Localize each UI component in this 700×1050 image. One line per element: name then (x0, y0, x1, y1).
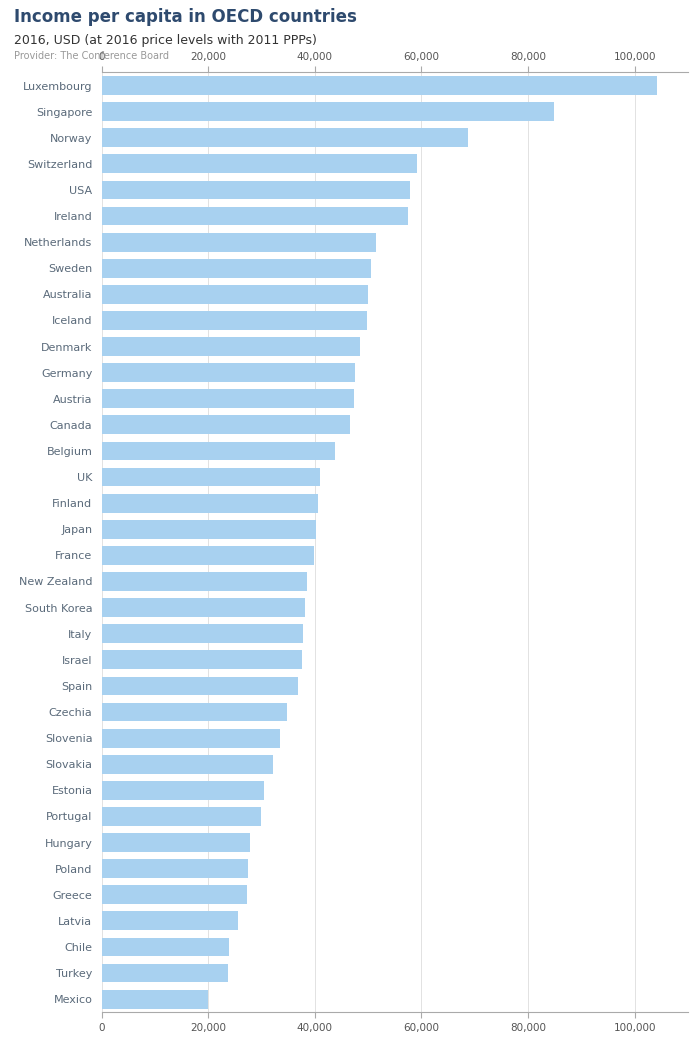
Bar (102, 76, 657, 94)
Text: figure.nz: figure.nz (573, 19, 664, 37)
Bar (102, 520, 316, 539)
Text: Provider: The Conference Board: Provider: The Conference Board (14, 51, 169, 62)
Bar (102, 154, 417, 173)
Bar (102, 207, 408, 226)
Bar (102, 885, 247, 904)
Bar (102, 442, 335, 460)
Bar (102, 233, 376, 252)
Bar (102, 467, 320, 486)
Bar (102, 676, 298, 695)
Bar (102, 494, 318, 512)
Bar (102, 285, 368, 303)
Bar (102, 729, 280, 748)
Bar (102, 363, 356, 382)
Bar (102, 625, 302, 643)
Bar (102, 990, 208, 1009)
Bar (102, 964, 228, 983)
Bar (102, 546, 314, 565)
Bar (102, 755, 273, 774)
Bar (102, 702, 287, 721)
Bar (102, 390, 354, 408)
Bar (102, 859, 248, 878)
Bar (102, 572, 307, 591)
Bar (102, 311, 367, 330)
Text: Income per capita in OECD countries: Income per capita in OECD countries (14, 8, 357, 26)
Bar (102, 337, 360, 356)
Bar (102, 781, 264, 800)
Bar (102, 416, 350, 435)
Bar (102, 650, 302, 669)
Bar (102, 807, 261, 825)
Text: 2016, USD (at 2016 price levels with 2011 PPPs): 2016, USD (at 2016 price levels with 201… (14, 34, 317, 46)
Bar (102, 598, 305, 617)
Bar (102, 259, 371, 277)
Bar (102, 181, 410, 200)
Bar (102, 911, 238, 930)
Bar (102, 833, 250, 852)
Bar (102, 938, 229, 957)
Bar (102, 128, 468, 147)
Bar (102, 102, 554, 121)
